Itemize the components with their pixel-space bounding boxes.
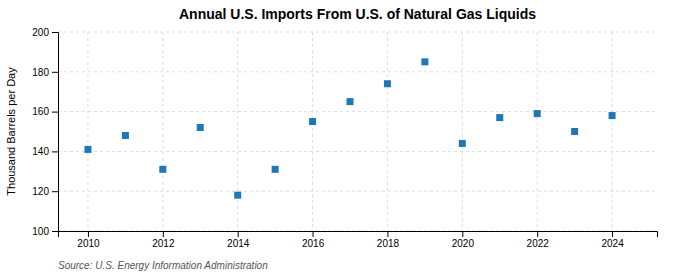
tick: 2020 <box>452 231 475 249</box>
tick-label: 2010 <box>77 238 100 249</box>
tick-label: 140 <box>32 146 49 157</box>
points <box>84 58 615 198</box>
tick-label: 2012 <box>152 238 175 249</box>
title: Annual U.S. Imports From U.S. of Natural… <box>179 6 536 22</box>
grid-line-x <box>462 32 463 231</box>
tick-mark <box>52 231 58 232</box>
tick-label: 2024 <box>601 238 624 249</box>
axis-line <box>52 33 59 232</box>
grid <box>58 32 657 231</box>
tick: 2024 <box>601 231 624 249</box>
tick-label: 2014 <box>227 238 250 249</box>
grid-line-x <box>387 32 388 231</box>
point <box>496 114 503 121</box>
y-axis-label: Thousand Barrels per Day <box>5 67 17 196</box>
grid-line-x <box>237 32 238 231</box>
tick-label: 100 <box>32 226 49 237</box>
tick-label: 2018 <box>377 238 400 249</box>
tick-label: 160 <box>32 106 49 117</box>
grid-line-y <box>58 111 657 112</box>
tick-mark <box>52 191 58 192</box>
tick-label: 2020 <box>452 238 475 249</box>
point <box>459 140 466 147</box>
point <box>159 166 166 173</box>
x-axis: 2010 2012 2014 2016 2018 2020 2022 2024 <box>59 231 658 249</box>
tick-mark <box>537 231 538 237</box>
tick-label: 200 <box>32 27 49 38</box>
point <box>421 58 428 65</box>
annotation: Source: U.S. Energy Information Administ… <box>58 260 268 271</box>
plot-area: 2010 2012 2014 2016 2018 2020 2022 2024 100 120 14… <box>32 27 657 249</box>
point <box>272 166 279 173</box>
tick-mark <box>387 231 388 237</box>
tick-mark <box>88 231 89 237</box>
tick-mark <box>52 151 58 152</box>
point <box>84 146 91 153</box>
tick: 2012 <box>152 231 175 249</box>
tick-mark <box>612 231 613 237</box>
grid-line-x <box>162 32 163 231</box>
point <box>347 98 354 105</box>
grid-line-y <box>58 71 657 72</box>
tick-label: 2022 <box>527 238 550 249</box>
grid-line-x <box>312 32 313 231</box>
grid-line-y <box>58 32 657 33</box>
tick: 140 <box>32 146 58 157</box>
point <box>309 118 316 125</box>
axis-line <box>59 232 658 238</box>
tick-mark <box>52 32 58 33</box>
point <box>384 80 391 87</box>
tick-mark <box>163 231 164 237</box>
tick: 2016 <box>302 231 325 249</box>
point <box>234 192 241 199</box>
grid-line-x <box>612 32 613 231</box>
tick-mark <box>462 231 463 237</box>
tick: 100 <box>32 226 58 237</box>
tick-mark <box>238 231 239 237</box>
tick: 2018 <box>377 231 400 249</box>
point <box>197 124 204 131</box>
grid-line-x <box>537 32 538 231</box>
tick: 160 <box>32 106 58 117</box>
chart: 2010 2012 2014 2016 2018 2020 2022 2024 100 120 14… <box>0 0 675 275</box>
grid-line-y <box>58 151 657 152</box>
tick-label: 120 <box>32 186 49 197</box>
point <box>571 128 578 135</box>
tick: 180 <box>32 67 58 78</box>
point <box>122 132 129 139</box>
point <box>609 112 616 119</box>
tick: 2014 <box>227 231 250 249</box>
tick: 2010 <box>77 231 100 249</box>
tick: 120 <box>32 186 58 197</box>
grid-line-x <box>87 32 88 231</box>
grid-line-y <box>58 191 657 192</box>
tick: 200 <box>32 27 58 38</box>
tick-mark <box>52 72 58 73</box>
y-axis: 100 120 140 160 180 200 <box>32 27 58 237</box>
tick-mark <box>52 112 58 113</box>
tick-label: 2016 <box>302 238 325 249</box>
tick-mark <box>313 231 314 237</box>
tick: 2022 <box>527 231 550 249</box>
tick-label: 180 <box>32 67 49 78</box>
point <box>534 110 541 117</box>
